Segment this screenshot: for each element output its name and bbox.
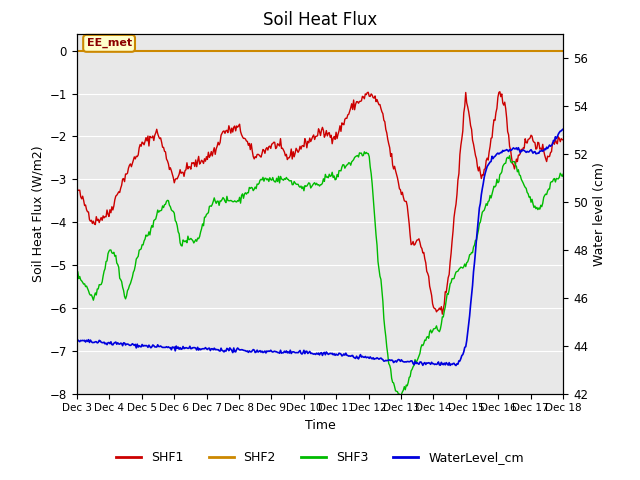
SHF1 [559, 137, 567, 143]
SHF3 [474, 232, 481, 238]
Line: SHF1: SHF1 [77, 92, 563, 314]
Title: Soil Heat Flux: Soil Heat Flux [263, 11, 377, 29]
Y-axis label: Water level (cm): Water level (cm) [593, 162, 607, 265]
SHF2 [304, 48, 312, 54]
SHF2 [362, 48, 370, 54]
SHF3 [360, 149, 368, 155]
SHF3 [336, 168, 344, 173]
SHF3 [304, 181, 312, 187]
SHF1 [472, 156, 480, 162]
SHF2 [73, 48, 81, 54]
SHF1 [550, 140, 557, 146]
SHF3 [307, 185, 315, 191]
WaterLevel_cm [307, 350, 315, 356]
SHF2 [472, 48, 479, 54]
WaterLevel_cm [548, 141, 556, 147]
SHF3 [364, 151, 371, 156]
SHF2 [336, 48, 344, 54]
SHF3 [559, 171, 567, 177]
SHF2 [548, 48, 556, 54]
WaterLevel_cm [472, 237, 480, 242]
SHF3 [73, 269, 81, 275]
Text: EE_met: EE_met [86, 38, 132, 48]
WaterLevel_cm [73, 336, 81, 342]
SHF1 [496, 89, 504, 95]
Legend: SHF1, SHF2, SHF3, WaterLevel_cm: SHF1, SHF2, SHF3, WaterLevel_cm [111, 446, 529, 469]
SHF1 [438, 311, 446, 317]
SHF2 [559, 48, 567, 54]
Line: SHF3: SHF3 [77, 152, 563, 395]
SHF1 [304, 138, 312, 144]
SHF1 [307, 139, 315, 144]
WaterLevel_cm [336, 350, 344, 356]
WaterLevel_cm [362, 355, 370, 360]
WaterLevel_cm [304, 350, 312, 356]
SHF3 [397, 392, 404, 398]
WaterLevel_cm [559, 126, 567, 132]
SHF1 [336, 123, 344, 129]
Line: WaterLevel_cm: WaterLevel_cm [77, 129, 563, 366]
WaterLevel_cm [452, 363, 460, 369]
X-axis label: Time: Time [305, 419, 335, 432]
SHF2 [307, 48, 315, 54]
Y-axis label: Soil Heat Flux (W/m2): Soil Heat Flux (W/m2) [31, 145, 44, 282]
SHF3 [550, 177, 557, 182]
SHF1 [362, 92, 370, 97]
SHF1 [73, 184, 81, 190]
